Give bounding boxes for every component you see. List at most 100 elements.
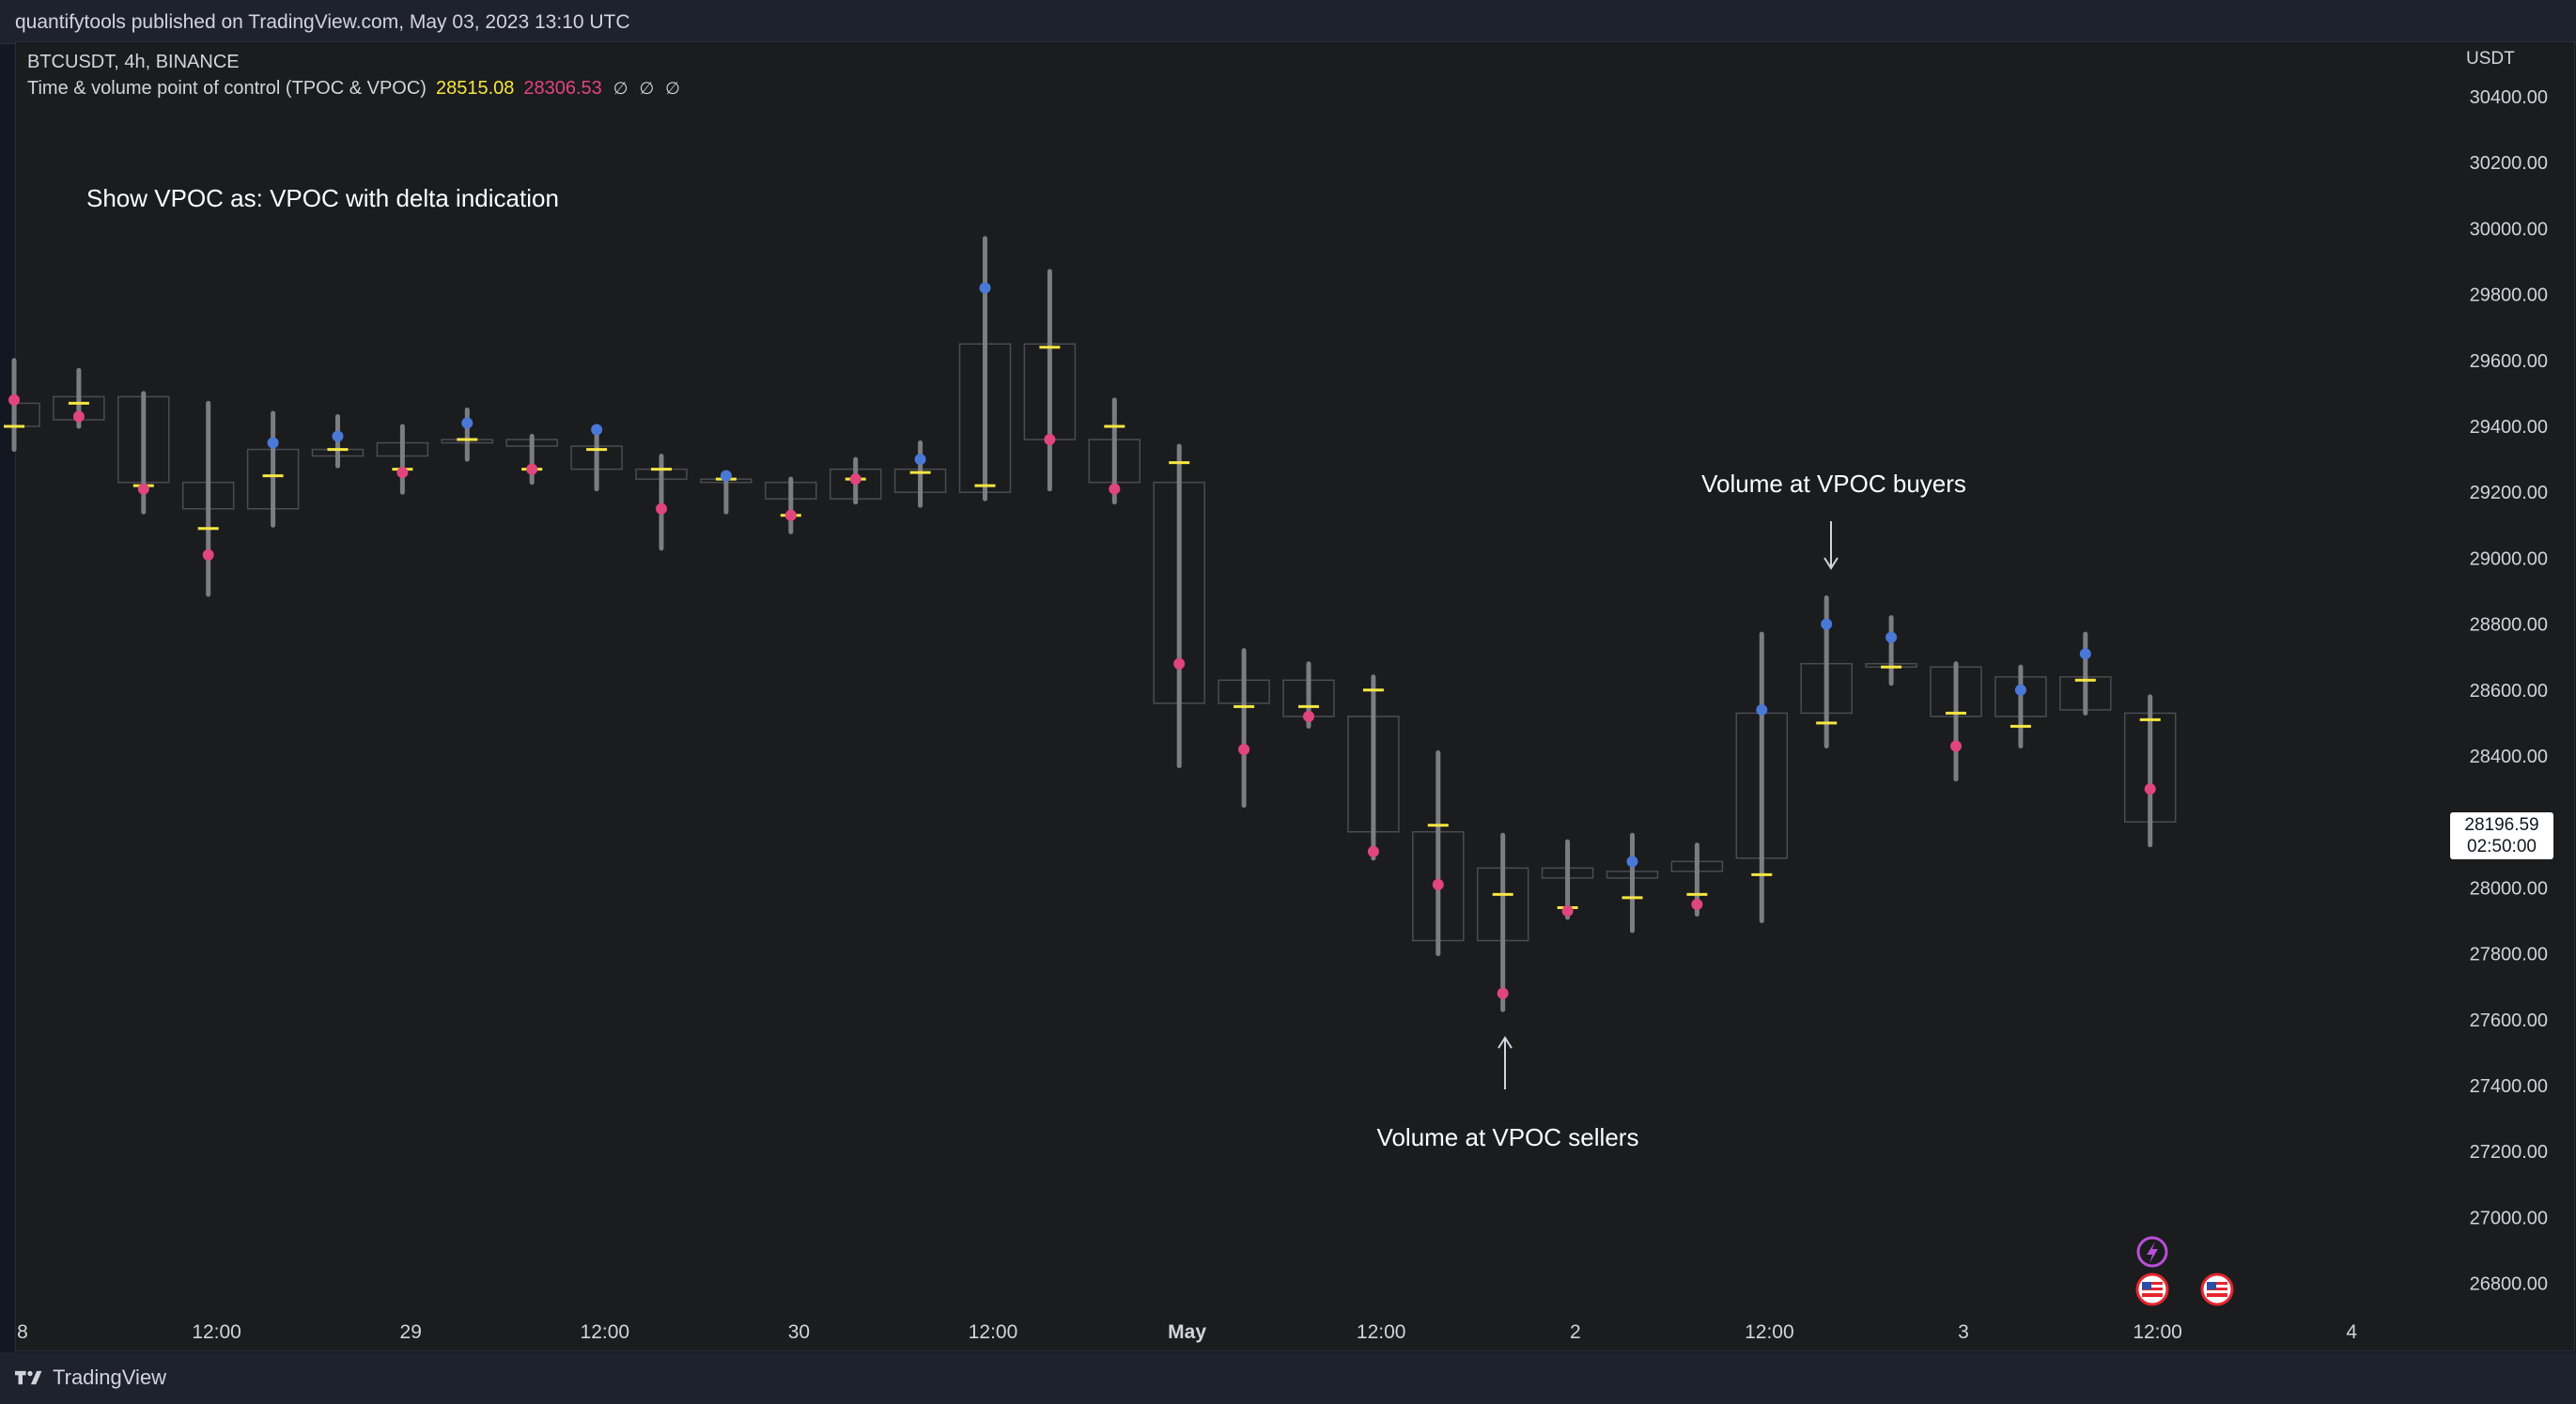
y-tick-label: 26800.00 <box>2470 1274 2548 1295</box>
candle <box>376 424 429 495</box>
candle <box>246 410 300 528</box>
bar-countdown: 02:50:00 <box>2467 837 2537 856</box>
vpoc-sellers-dot <box>1367 845 1379 857</box>
last-price: 28196.59 <box>2464 815 2539 835</box>
candle <box>181 400 235 597</box>
y-tick-label: 28000.00 <box>2470 878 2548 899</box>
sellers-arrow-head <box>1497 1036 1513 1049</box>
y-tick-label: 27000.00 <box>2470 1208 2548 1228</box>
candles-layer <box>4 236 2177 1012</box>
candle <box>1994 664 2047 748</box>
vpoc-buyers-dot <box>914 454 926 466</box>
vpoc-sellers-dot <box>1950 740 1962 752</box>
null-value: ∅ <box>613 79 628 98</box>
null-value: ∅ <box>639 79 655 98</box>
vpoc-sellers-dot <box>1238 743 1250 755</box>
candle <box>1930 661 1982 782</box>
vpoc-buyers-dot <box>1626 856 1638 868</box>
vpoc-sellers-dot <box>1044 434 1056 446</box>
y-tick-label: 27800.00 <box>2470 945 2548 965</box>
vpoc-sellers-dot <box>8 393 20 406</box>
vpoc-sellers-dot <box>656 502 667 515</box>
x-axis[interactable]: 8 12:00 29 12:00 30 12:00 May 12:00 2 12:00 3 12:00… <box>17 1321 2357 1343</box>
vpoc-buyers-dot <box>332 430 344 442</box>
x-tick-label: 12:00 <box>1745 1321 1794 1343</box>
tradingview-logo-icon <box>15 1370 42 1385</box>
vpoc-buyers-dot <box>979 282 991 294</box>
x-tick-label: 29 <box>400 1321 422 1343</box>
candle <box>311 413 365 469</box>
x-tick-label: 12:00 <box>969 1321 1018 1343</box>
indicator-name: Time & volume point of control (TPOC & V… <box>27 78 427 99</box>
candle <box>1023 269 1077 492</box>
candle <box>4 358 40 453</box>
candle <box>1670 842 1724 917</box>
tradingview-logo[interactable]: TradingView <box>15 1365 166 1390</box>
vpoc-sellers-dot <box>72 410 85 423</box>
vpoc-buyers-dot <box>591 424 603 436</box>
vpoc-value: 28306.53 <box>523 78 602 99</box>
vpoc-buyers-dot <box>267 437 279 449</box>
candle <box>1347 674 1400 861</box>
us-flag-event-icon[interactable] <box>2135 1273 2169 1306</box>
buyers-arrow-head <box>1823 557 1839 570</box>
vpoc-sellers-dot <box>1691 898 1703 910</box>
y-tick-label: 28400.00 <box>2470 747 2548 767</box>
vpoc-sellers-dot <box>202 548 214 561</box>
x-tick-label: May <box>1168 1321 1206 1343</box>
x-tick-label: 12:00 <box>192 1321 241 1343</box>
indicator-legend[interactable]: Time & volume point of control (TPOC & V… <box>27 78 680 100</box>
vpoc-sellers-dot <box>1109 483 1121 495</box>
candle <box>570 424 623 492</box>
y-tick-label: 29000.00 <box>2470 548 2548 569</box>
candle <box>958 236 1012 501</box>
y-tick-label: 28800.00 <box>2470 615 2548 636</box>
vpoc-sellers-dot <box>849 473 861 486</box>
candle <box>1218 648 1270 809</box>
currency-label: USDT <box>2466 49 2515 69</box>
candle <box>53 367 105 429</box>
candle <box>1541 839 1594 920</box>
candle <box>635 454 688 551</box>
brand-name: TradingView <box>53 1365 167 1389</box>
symbol-legend[interactable]: BTCUSDT, 4h, BINANCE <box>27 52 240 72</box>
vpoc-sellers-dot <box>1432 878 1444 890</box>
vpoc-buyers-dot <box>2079 648 2091 660</box>
vpoc-buyers-dot <box>720 470 732 482</box>
x-tick-label: 12:00 <box>581 1321 630 1343</box>
candle <box>700 470 753 515</box>
candle <box>1476 832 1529 1012</box>
vpoc-buyers-dot <box>1756 703 1768 716</box>
mode-annotation: Show VPOC as: VPOC with delta indication <box>86 184 559 212</box>
lightning-event-icon[interactable] <box>2136 1236 2168 1268</box>
vpoc-sellers-dot <box>137 483 149 495</box>
candle <box>1735 631 1789 923</box>
x-tick-label: 12:00 <box>2133 1321 2182 1343</box>
publisher-text: quantifytools published on TradingView.c… <box>15 11 630 33</box>
vpoc-sellers-dot <box>2144 783 2156 795</box>
sellers-annotation: Volume at VPOC sellers <box>1377 1123 1639 1151</box>
null-value: ∅ <box>665 79 680 98</box>
x-tick-label: 12:00 <box>1357 1321 1406 1343</box>
tpoc-value: 28515.08 <box>435 78 515 99</box>
candle <box>1606 832 1659 933</box>
y-tick-label: 29200.00 <box>2470 483 2548 503</box>
x-tick-label: 30 <box>788 1321 810 1343</box>
y-axis[interactable]: 30400.00 30200.00 30000.00 29800.00 29600.00… <box>2470 87 2548 1295</box>
candle <box>2123 694 2177 848</box>
vpoc-buyers-dot <box>461 417 473 429</box>
vpoc-sellers-dot <box>1303 710 1314 722</box>
candle <box>1153 443 1205 769</box>
footer-bar: TradingView <box>0 1352 2576 1404</box>
candle <box>2059 631 2112 716</box>
us-flag-event-icon[interactable] <box>2200 1273 2234 1306</box>
candle <box>765 476 817 534</box>
candle <box>1088 397 1141 505</box>
vpoc-buyers-dot <box>1885 631 1898 643</box>
vpoc-sellers-dot <box>396 467 409 479</box>
x-tick-label: 2 <box>1570 1321 1581 1343</box>
candle <box>117 391 170 515</box>
candle <box>1282 661 1335 729</box>
last-price-badge: 28196.59 02:50:00 <box>2450 812 2553 859</box>
